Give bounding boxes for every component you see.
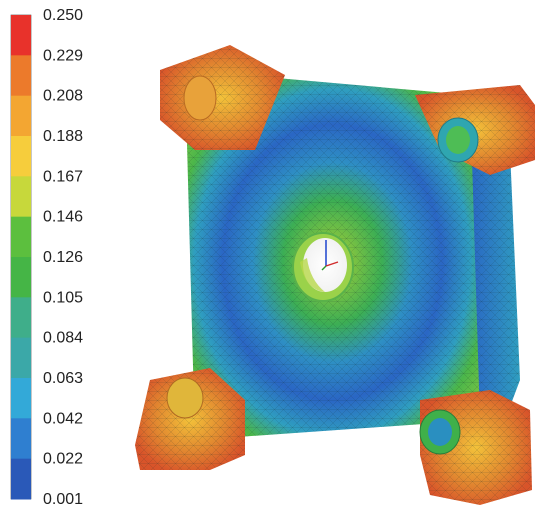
legend-value-label: 0.229: [43, 47, 83, 64]
legend-value-label: 0.126: [43, 249, 83, 266]
legend-value-label: 0.208: [43, 88, 83, 105]
legend-color-bands: [11, 15, 31, 500]
legend-value-label: 0.042: [43, 410, 83, 427]
legend-value-label: 0.084: [43, 330, 83, 347]
legend-band: [11, 15, 31, 56]
legend-band: [11, 136, 31, 177]
legend: 0.250 0.229 0.208 0.188 0.167 0.146 0.126 0.105…: [10, 7, 83, 508]
legend-value-label: 0.188: [43, 128, 83, 145]
legend-value-label: 0.022: [43, 451, 83, 468]
legend-band: [11, 337, 31, 379]
axis-triad-x: [325, 261, 339, 267]
legend-band: [11, 257, 31, 298]
legend-band: [11, 55, 31, 97]
legend-band: [11, 418, 31, 460]
mesh-model: [135, 45, 535, 505]
corner-block-top-right: [415, 85, 535, 175]
legend-band: [11, 95, 31, 137]
legend-value-label: 0.001: [43, 491, 83, 508]
legend-value-label: 0.146: [43, 209, 83, 226]
legend-value-label: 0.063: [43, 370, 83, 387]
corner-block-bottom-left: [135, 368, 245, 470]
axis-triad-z: [321, 265, 327, 271]
legend-band: [11, 176, 31, 218]
legend-value-label: 0.250: [43, 7, 83, 24]
legend-band: [11, 216, 31, 258]
corner-block-top-left: [160, 45, 285, 150]
legend-band: [11, 458, 31, 500]
corner-block-bottom-right: [419, 390, 532, 505]
legend-band: [11, 378, 31, 419]
legend-band: [11, 297, 31, 339]
legend-value-label: 0.167: [43, 168, 83, 185]
legend-value-label: 0.105: [43, 289, 83, 306]
center-hole: [292, 232, 354, 302]
legend-labels: 0.250 0.229 0.208 0.188 0.167 0.146 0.126 0.105…: [43, 7, 83, 508]
